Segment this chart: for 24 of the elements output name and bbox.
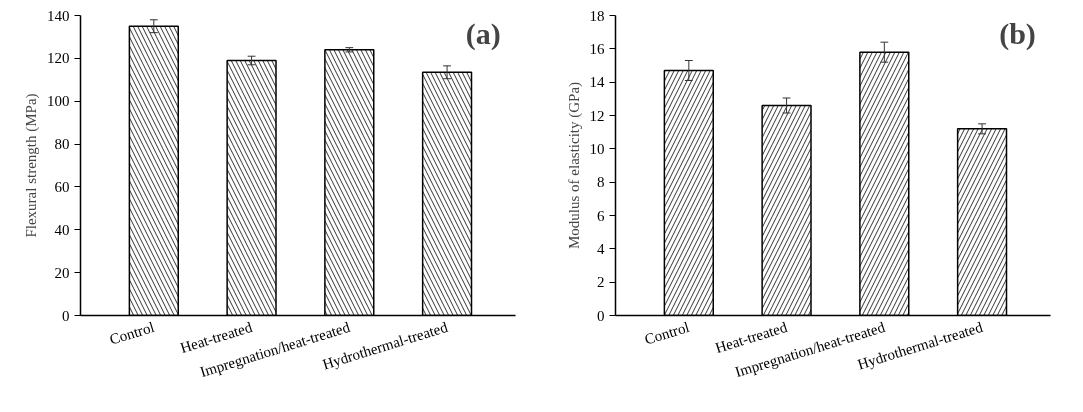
y-tick-label: 12 (589, 107, 605, 124)
y-tick-label: 0 (62, 307, 70, 324)
y-tick-label: 120 (47, 50, 70, 67)
y-tick-label: 18 (589, 7, 605, 24)
y-tick-label: 140 (47, 7, 70, 24)
y-tick-label: 0 (597, 307, 605, 324)
x-tick-label: Control (107, 318, 157, 348)
y-tick-label: 10 (589, 140, 605, 157)
y-tick-label: 100 (47, 93, 70, 110)
annotation: (b) (999, 17, 1036, 51)
y-tick-label: 20 (54, 264, 70, 281)
y-axis-title: Modulus of elasticity (GPa) (565, 81, 583, 250)
y-tick-label: 60 (54, 178, 70, 195)
y-tick-label: 80 (54, 136, 70, 153)
y-tick-label: 6 (597, 207, 605, 224)
annotation: (a) (465, 17, 501, 51)
y-tick-label: 16 (589, 40, 605, 57)
x-tick-label: Control (642, 318, 692, 348)
y-axis-title: Flexural strength (MPa) (23, 93, 40, 238)
y-tick-label: 4 (597, 240, 605, 257)
y-tick-label: 14 (589, 74, 605, 91)
y-tick-label: 8 (597, 174, 605, 191)
y-tick-label: 40 (54, 221, 70, 238)
y-tick-label: 2 (597, 274, 605, 291)
